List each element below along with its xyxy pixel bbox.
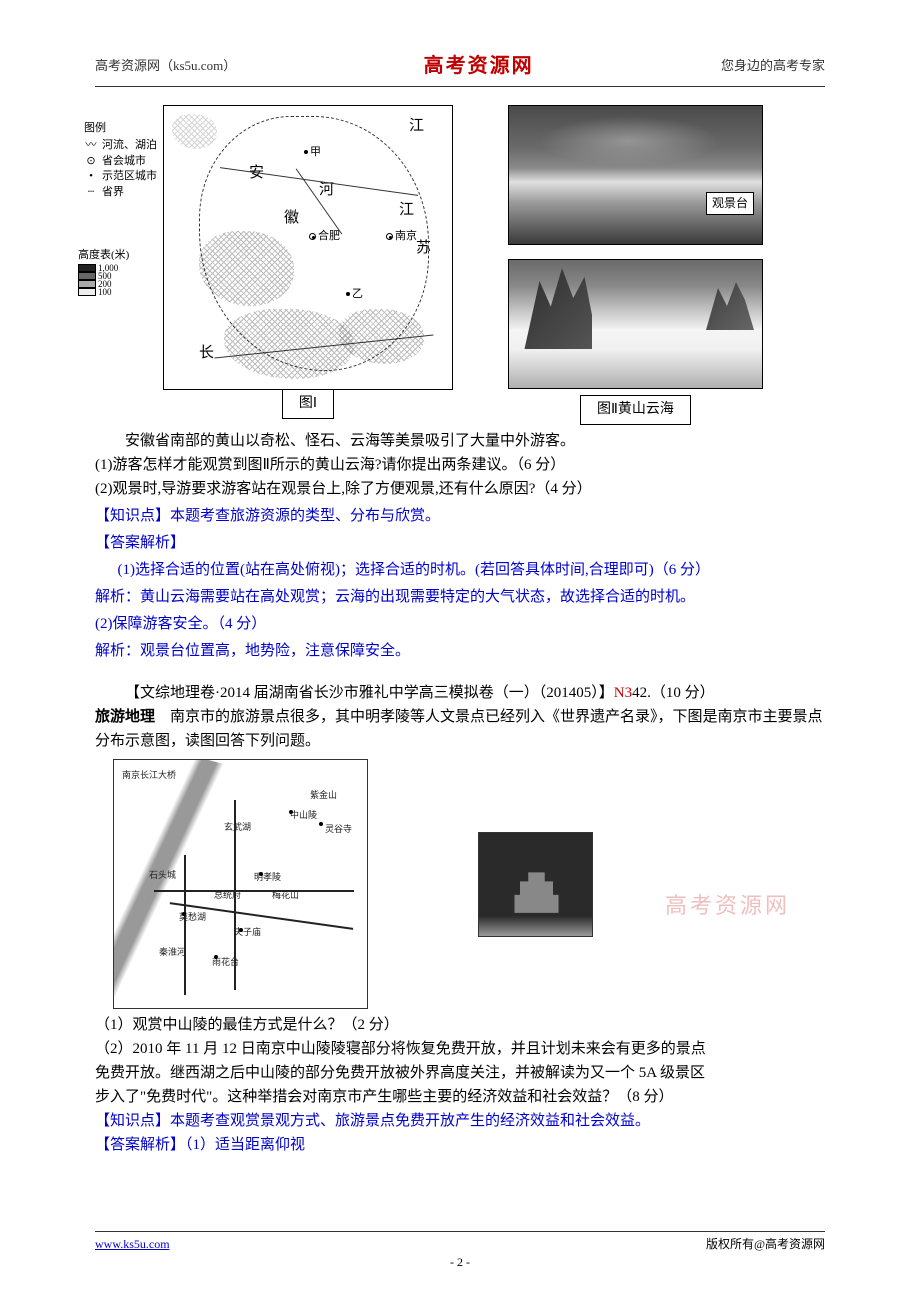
photo-column: 观景台 图Ⅱ黄山云海 — [508, 105, 763, 425]
s2-answer: 【答案解析】（1）适当距离仰视 — [95, 1133, 825, 1157]
knowledge-point: 【知识点】本题考查旅游资源的类型、分布与欣赏。 — [95, 504, 825, 528]
legend-capital: ⊙省会城市 — [84, 154, 162, 169]
caption-map1: 图Ⅰ — [282, 389, 334, 419]
watermark: 高考资源网 — [665, 888, 790, 923]
page-header: 高考资源网（ks5u.com） 高考资源网 您身边的高考专家 — [95, 50, 825, 87]
legend-city: •示范区城市 — [84, 169, 162, 184]
question-2: (2)观景时,导游要求游客站在观景台上,除了方便观景,还有什么原因?（4 分） — [95, 477, 825, 501]
figure-row: 图例 〰河流、湖泊 ⊙省会城市 •示范区城市 ┄省界 高度表(米) — [95, 105, 825, 425]
photo-viewing-platform: 观景台 — [508, 105, 763, 245]
footer-copyright: 版权所有@高考资源网 — [706, 1235, 825, 1254]
answer-1-exp: 解析：黄山云海需要站在高处观赏；云海的出现需要特定的大气状态，故选择合适的时机。 — [95, 585, 825, 609]
section2-source: 【文综地理卷·2014 届湖南省长沙市雅礼中学高三模拟卷（一）（201405）】… — [95, 681, 825, 705]
photo-cloud-sea — [508, 259, 763, 389]
answer-label: 【答案解析】 — [95, 531, 825, 555]
nanjing-figure-row: 南京长江大桥 紫金山 中山陵 灵谷寺 玄武湖 石头城 明孝陵 总统府 梅花山 莫… — [113, 759, 825, 1009]
label-jiang: 江 — [409, 114, 427, 138]
map-anhui: 图例 〰河流、湖泊 ⊙省会城市 •示范区城市 ┄省界 高度表(米) — [163, 105, 453, 390]
header-right: 您身边的高考专家 — [721, 56, 825, 77]
answer-1: (1)选择合适的位置(站在高处俯视)；选择合适的时机。(若回答具体时间,合理即可… — [95, 558, 825, 582]
nanjing-inset-photo — [478, 832, 593, 937]
legend-river: 〰河流、湖泊 — [84, 138, 162, 153]
answer-2: (2)保障游客安全。（4 分） — [95, 612, 825, 636]
question-1: (1)游客怎样才能观赏到图Ⅱ所示的黄山云海?请你提出两条建议。（6 分） — [95, 453, 825, 477]
answer-2-exp: 解析：观景台位置高，地势险，注意保障安全。 — [95, 639, 825, 663]
header-center: 高考资源网 — [424, 50, 534, 82]
footer-link[interactable]: www.ks5u.com — [95, 1235, 170, 1254]
caption-photo2: 图Ⅱ黄山云海 — [580, 395, 691, 425]
map-legend: 图例 〰河流、湖泊 ⊙省会城市 •示范区城市 ┄省界 — [84, 121, 162, 200]
s2-question-2c: 步入了"免费时代"。这种举措会对南京市产生哪些主要的经济效益和社会效益？（8 分… — [95, 1085, 825, 1109]
header-left: 高考资源网（ks5u.com） — [95, 56, 236, 77]
s2-question-2a: （2）2010 年 11 月 12 日南京中山陵陵寝部分将恢复免费开放，并且计划… — [95, 1037, 825, 1061]
intro-text: 安徽省南部的黄山以奇松、怪石、云海等美景吸引了大量中外游客。 — [95, 429, 825, 453]
page-number: - 2 - — [0, 1253, 920, 1272]
section2-title: 旅游地理 南京市的旅游景点很多，其中明孝陵等人文景点已经列入《世界遗产名录》，下… — [95, 705, 825, 753]
nanjing-map: 南京长江大桥 紫金山 中山陵 灵谷寺 玄武湖 石头城 明孝陵 总统府 梅花山 莫… — [113, 759, 368, 1009]
legend-title: 图例 — [84, 121, 162, 136]
photo-tag: 观景台 — [706, 192, 754, 215]
s2-question-1: （1）观赏中山陵的最佳方式是什么？（2 分） — [95, 1013, 825, 1037]
s2-knowledge-point: 【知识点】本题考查观赏景观方式、旅游景点免费开放产生的经济效益和社会效益。 — [95, 1109, 825, 1133]
s2-question-2b: 免费开放。继西湖之后中山陵的部分免费开放被外界高度关注，并被解读为又一个 5A … — [95, 1061, 825, 1085]
label-chang: 长 — [199, 341, 217, 365]
page-footer: www.ks5u.com 版权所有@高考资源网 — [95, 1231, 825, 1254]
legend-border: ┄省界 — [84, 185, 162, 200]
height-legend: 高度表(米) 1,000 500 200 100 — [78, 249, 129, 296]
